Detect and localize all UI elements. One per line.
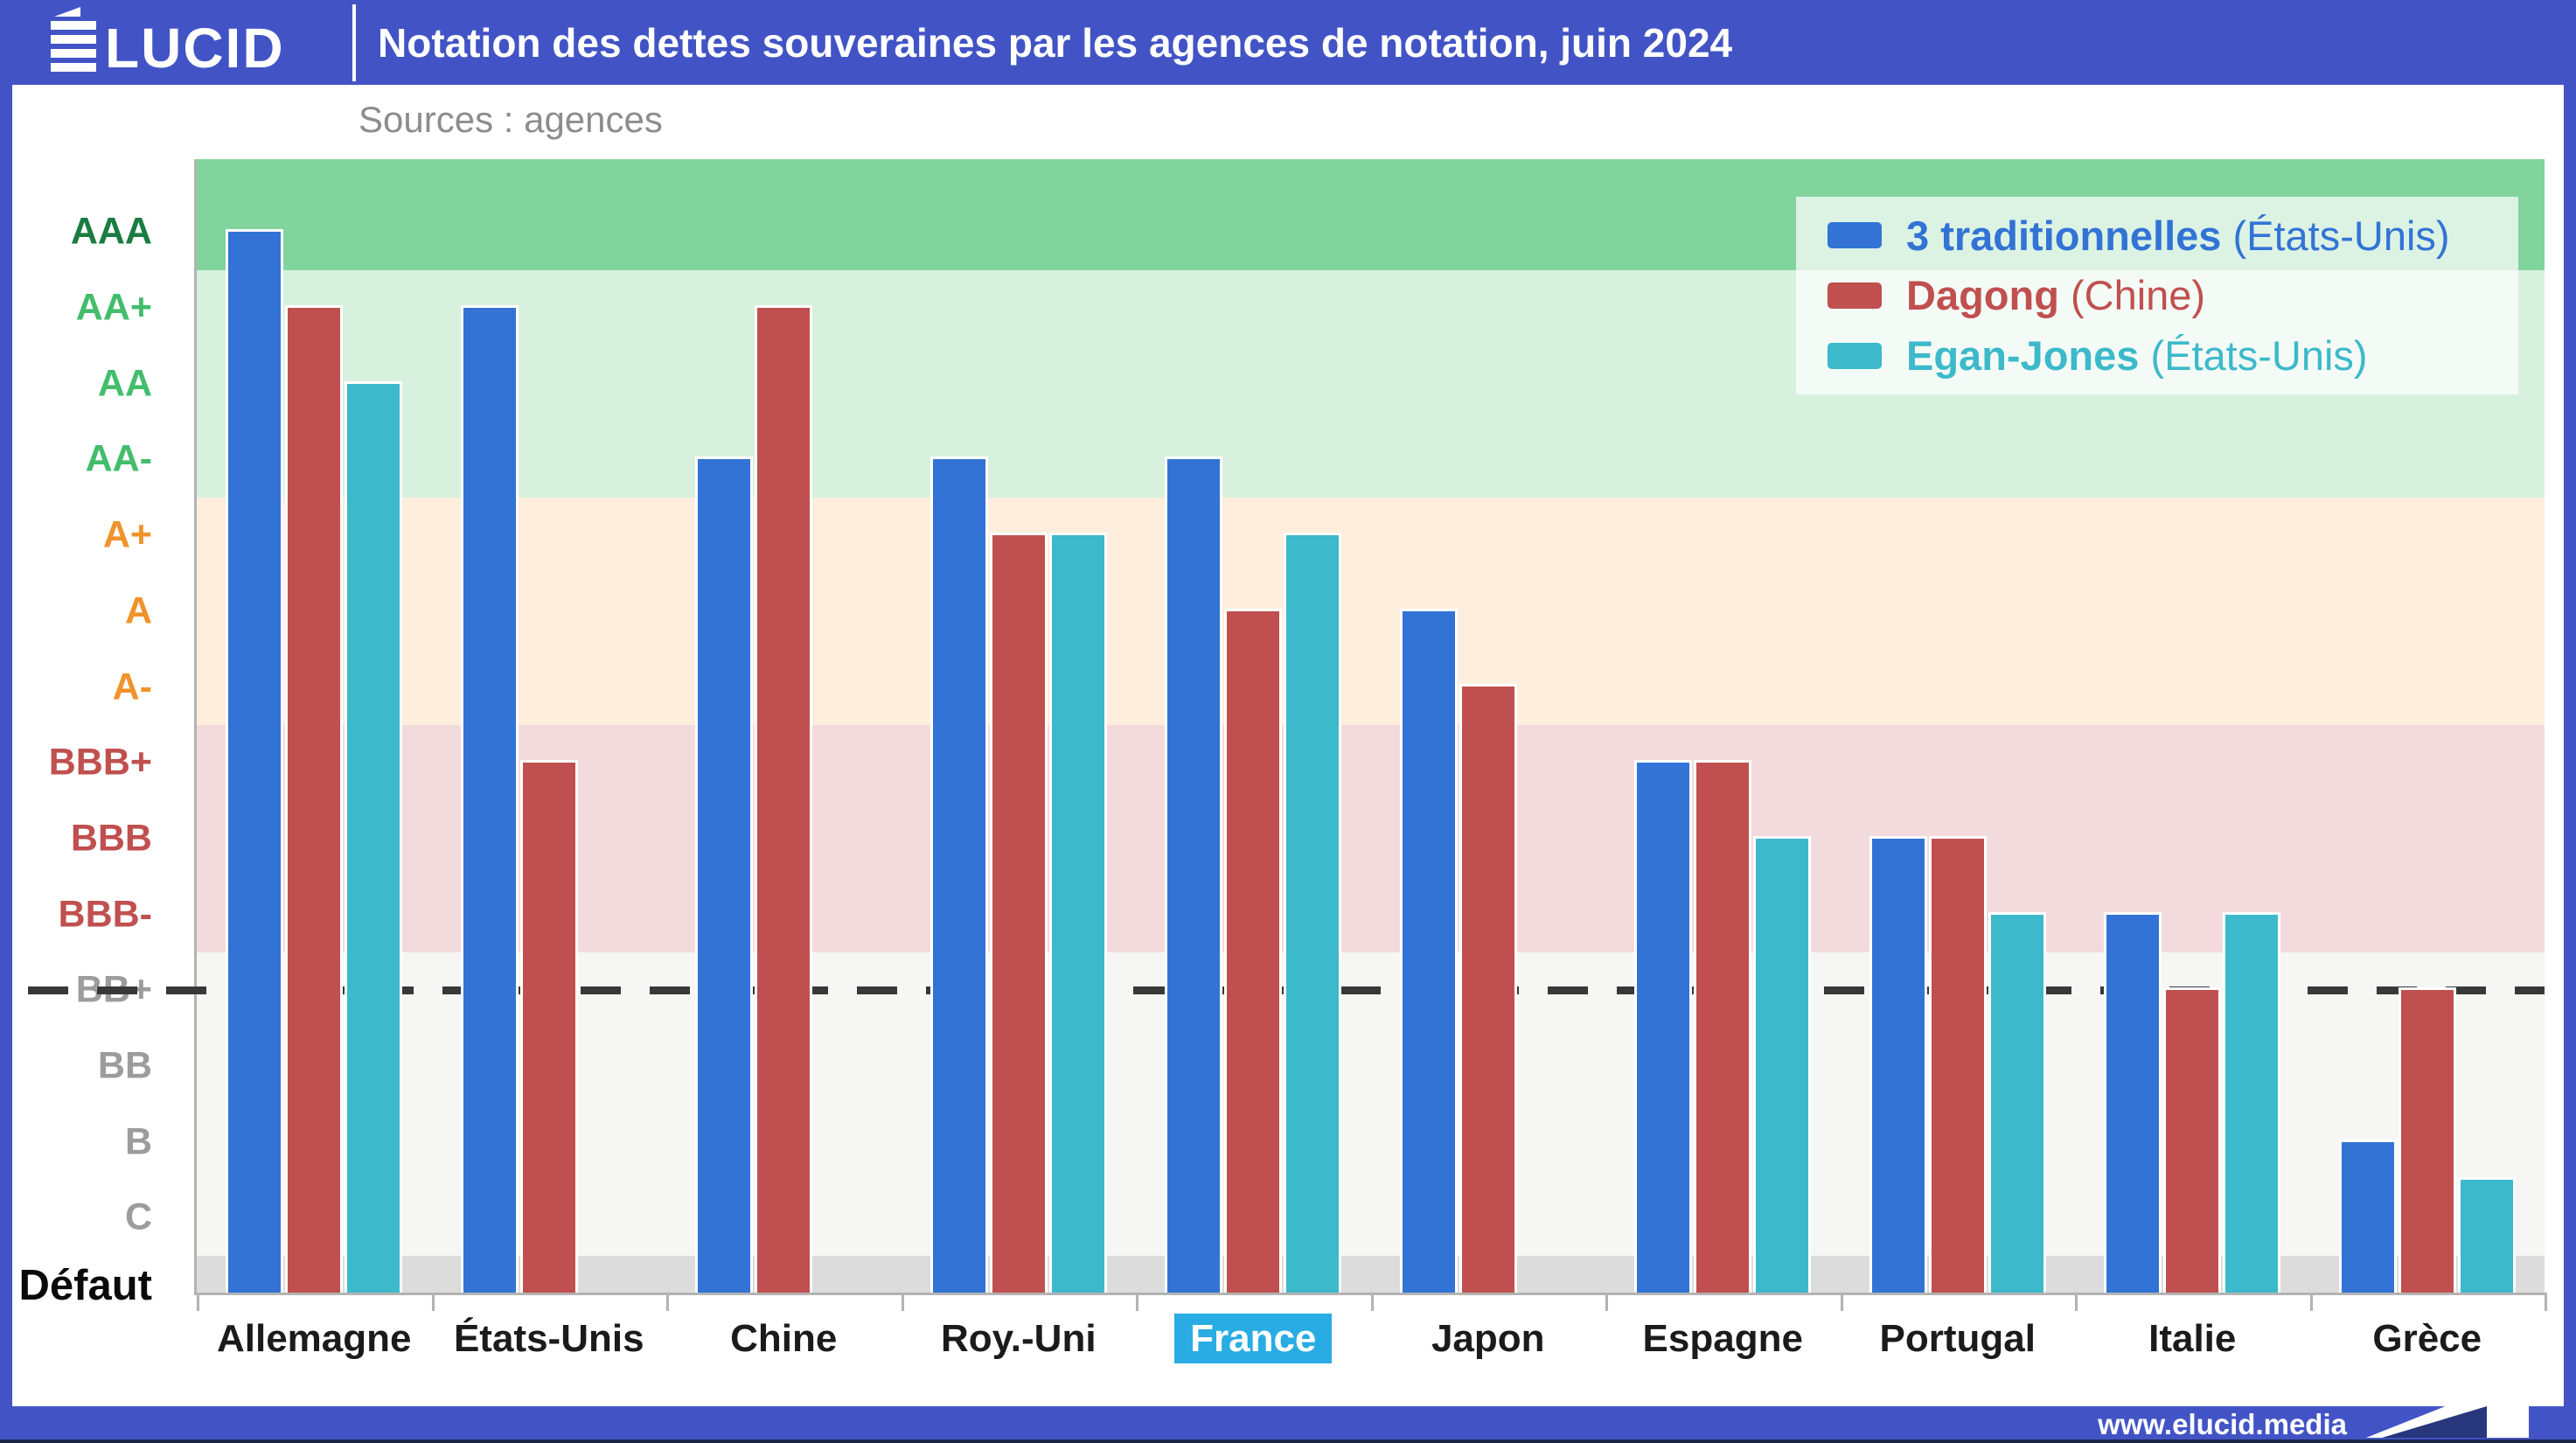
bar-group-japon [1371, 159, 1606, 1293]
x-axis-tick [666, 1295, 669, 1311]
legend-item-traditionnelles: 3 traditionnelles (États-Unis) [1828, 212, 2518, 260]
bar-japon-3-traditionnelles [1399, 609, 1458, 1293]
bar-roy-uni-3-traditionnelles [929, 457, 988, 1293]
header-divider [352, 4, 356, 81]
legend-label-traditionnelles: 3 traditionnelles (États-Unis) [1906, 212, 2450, 259]
x-axis-tick [2310, 1295, 2313, 1311]
x-axis-tick [1136, 1295, 1138, 1311]
bar-group-france [1136, 159, 1371, 1293]
bar-group-allemagne [197, 159, 432, 1293]
legend-swatch-dagong [1828, 282, 1882, 309]
chart-canvas: Sources : agences AAA AA+ AA AA- A+ A A- BBB+ BB… [12, 85, 2564, 1406]
bar-portugal-dagong [1928, 836, 1987, 1293]
y-axis-label-bbb: BBB+ [48, 741, 152, 784]
x-axis-label-chine: Chine [730, 1317, 838, 1360]
y-axis-label-a: A- [112, 666, 152, 708]
x-axis-tick [197, 1295, 199, 1311]
y-axis-label-b: B [124, 1120, 152, 1163]
bar-group-portugal [1841, 159, 2076, 1293]
bar-italie-dagong [2163, 987, 2222, 1293]
y-axis-label-dfaut: Défaut [18, 1262, 152, 1309]
x-axis-tick [902, 1295, 904, 1311]
bar-portugal-3-traditionnelles [1869, 836, 1927, 1293]
y-axis-label-a: A+ [102, 513, 152, 556]
bar-allemagne-egan-jones [345, 381, 403, 1293]
legend-swatch-traditionnelles [1828, 222, 1882, 249]
x-axis-label-roy-uni: Roy.-Uni [940, 1317, 1097, 1360]
x-axis-tick [1841, 1295, 1843, 1311]
x-axis-tick [2545, 1295, 2547, 1311]
bar-chine-dagong [755, 305, 813, 1293]
x-axis-label--tats-unis: États-Unis [453, 1317, 644, 1360]
legend-item-dagong: Dagong (Chine) [1828, 271, 2518, 319]
bar-roy-uni-dagong [989, 533, 1048, 1293]
bar-gr-ce-3-traditionnelles [2338, 1140, 2397, 1293]
bar-group-roy-uni [902, 159, 1137, 1293]
y-axis-label-aa: AA+ [75, 286, 152, 329]
x-axis-tick [1371, 1295, 1374, 1311]
sources-note: Sources : agences [359, 99, 663, 140]
bar-france-dagong [1224, 609, 1283, 1293]
bar-gr-ce-egan-jones [2457, 1177, 2516, 1293]
y-axis-label-a: A [124, 589, 152, 632]
bar-espagne-egan-jones [1753, 836, 1812, 1293]
footer-bottom-line [0, 1440, 2576, 1443]
legend: 3 traditionnelles (États-Unis) Dagong (C… [1796, 197, 2518, 394]
bar-allemagne-dagong [285, 305, 344, 1293]
y-axis-line [194, 159, 197, 1295]
footer-url: www.elucid.media [2098, 1408, 2347, 1440]
bar-allemagne-3-traditionnelles [226, 229, 284, 1293]
page-title: Notation des dettes souveraines par les … [378, 19, 1733, 66]
y-axis-label-aa: AA- [85, 437, 152, 480]
footer-bar [0, 1406, 2576, 1440]
elucid-logo-e-icon [51, 7, 96, 72]
bar-gr-ce-dagong [2398, 987, 2456, 1293]
bar-group-italie [2075, 159, 2310, 1293]
x-axis-label-japon: Japon [1431, 1317, 1545, 1360]
x-axis-label-highlight-chip: France [1174, 1314, 1333, 1363]
bar-france-3-traditionnelles [1165, 457, 1223, 1293]
x-axis-label-italie: Italie [2148, 1317, 2237, 1360]
x-axis-tick [1605, 1295, 1608, 1311]
bar--tats-unis-3-traditionnelles [460, 305, 519, 1293]
y-axis-label-aaa: AAA [70, 210, 152, 253]
bar-italie-egan-jones [2223, 912, 2281, 1293]
x-axis-tick [2075, 1295, 2078, 1311]
bar-portugal-egan-jones [1988, 912, 2046, 1293]
legend-label-eganjones: Egan-Jones (États-Unis) [1906, 332, 2368, 380]
x-axis-tick [432, 1295, 435, 1311]
x-axis-line [194, 1293, 2547, 1295]
y-axis-label-bbb: BBB [70, 817, 152, 860]
plot-area: AAA AA+ AA AA- A+ A A- BBB+ BBB BBB- BB+ BB B C Défaut… [19, 159, 2547, 1363]
bar-roy-uni-egan-jones [1048, 533, 1107, 1293]
bar-espagne-3-traditionnelles [1634, 760, 1693, 1293]
x-axis-label-espagne: Espagne [1642, 1317, 1803, 1360]
bar-italie-3-traditionnelles [2104, 912, 2162, 1293]
x-axis-label-gr-ce: Grèce [2372, 1317, 2482, 1360]
band-a [197, 498, 2545, 725]
y-axis-label-bbb: BBB- [58, 893, 152, 936]
bar--tats-unis-dagong [519, 760, 578, 1293]
y-axis-label-bb: BB [97, 1044, 152, 1087]
bar-group-espagne [1605, 159, 1841, 1293]
bar-japon-dagong [1459, 684, 1517, 1293]
bar-group--tats-unis [432, 159, 667, 1293]
elucid-arrow-icon [2366, 1373, 2529, 1438]
x-axis-label-portugal: Portugal [1879, 1317, 2036, 1360]
legend-label-dagong: Dagong (Chine) [1906, 272, 2206, 319]
bar-group-gr-ce [2310, 159, 2545, 1293]
elucid-logo: LUCID [51, 7, 285, 80]
x-axis-label-allemagne: Allemagne [216, 1317, 412, 1360]
x-axis-label-france: France [1136, 1314, 1371, 1363]
bar-espagne-dagong [1694, 760, 1752, 1293]
bar-chine-3-traditionnelles [695, 457, 754, 1293]
bar-france-egan-jones [1284, 533, 1342, 1293]
bar-group-chine [666, 159, 902, 1293]
y-axis-label-c: C [124, 1196, 152, 1238]
legend-swatch-eganjones [1828, 342, 1882, 369]
elucid-logo-text: LUCID [105, 17, 285, 80]
legend-item-eganjones: Egan-Jones (États-Unis) [1828, 331, 2518, 380]
header-bar: LUCID Notation des dettes souveraines pa… [0, 0, 2576, 85]
y-axis-label-aa: AA [97, 362, 152, 405]
